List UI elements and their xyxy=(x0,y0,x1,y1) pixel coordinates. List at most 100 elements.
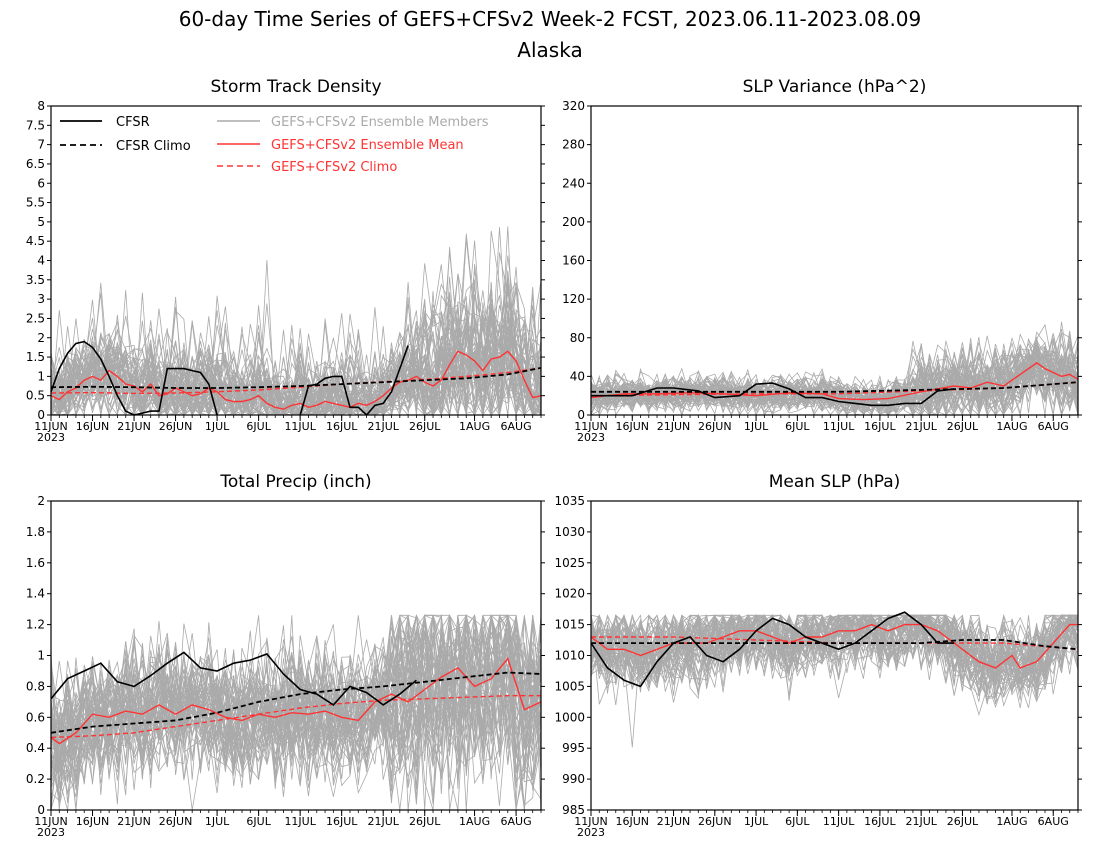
x-tick-label: 6JUL xyxy=(246,815,271,828)
x-tick-label: 21JUN xyxy=(117,815,151,828)
panel-title: Storm Track Density xyxy=(210,77,381,97)
y-tick-label: 6.5 xyxy=(26,157,45,171)
x-tick-label: 26JUL xyxy=(947,815,979,828)
y-tick-label: 0.6 xyxy=(26,710,45,724)
legend-cfsr-label: CFSR xyxy=(116,115,150,130)
x-tick-label: 26JUN xyxy=(698,420,732,433)
ensemble-member-line xyxy=(50,269,542,417)
x-tick-label: 16JUL xyxy=(864,815,896,828)
y-tick-label: 2 xyxy=(37,494,45,508)
x-tick-label: 11JUN xyxy=(574,420,608,433)
x-tick-label: 6JUL xyxy=(785,815,810,828)
ensemble-member-line xyxy=(590,613,1079,698)
y-tick-label: 160 xyxy=(562,254,585,268)
ensemble-member-line xyxy=(590,613,1079,679)
y-tick-label: 1030 xyxy=(554,525,585,539)
x-tick-label: 21JUN xyxy=(657,420,691,433)
x-tick-label: 1AUG xyxy=(459,420,490,433)
ensemble-member-line xyxy=(50,614,542,796)
ensemble-member-line xyxy=(590,613,1079,702)
y-tick-label: 0 xyxy=(37,408,45,422)
x-tick-label: 6JUL xyxy=(246,420,271,433)
ensemble-member-line xyxy=(590,613,1079,698)
y-tick-label: 0.5 xyxy=(26,389,45,403)
series-gefs-cfsv2-climo xyxy=(50,367,542,395)
y-tick-label: 320 xyxy=(562,99,585,113)
chart-panel-2: SLP Variance (hPa^2) 0 40 80 120 160 200 240 280… xyxy=(562,77,1082,444)
x-tick-label: 26JUN xyxy=(159,815,193,828)
x-tick-label: 11JUL xyxy=(284,815,316,828)
x-tick-label: 21JUL xyxy=(905,815,937,828)
x-tick-label: 6AUG xyxy=(1038,815,1069,828)
ensemble-members xyxy=(50,226,542,417)
ensemble-member-line xyxy=(50,615,542,788)
y-tick-label: 1025 xyxy=(554,556,585,570)
x-year-label: 2023 xyxy=(577,826,605,839)
legend-cfsr-climo-label: CFSR Climo xyxy=(116,139,191,154)
x-tick-label: 26JUN xyxy=(698,815,732,828)
x-tick-label: 21JUN xyxy=(117,420,151,433)
series-cfsr xyxy=(50,651,417,706)
series-cfsr-climo xyxy=(50,367,542,389)
ensemble-member-line xyxy=(50,615,542,782)
x-tick-label: 1AUG xyxy=(996,815,1027,828)
x-tick-label: 26JUL xyxy=(409,815,441,828)
ensemble-member-line xyxy=(590,613,1079,705)
ensemble-member-line xyxy=(590,614,1079,698)
chart-legend: CFSR CFSR Climo GEFS+CFSv2 Ensemble Member… xyxy=(60,115,489,175)
y-tick-label: 1.4 xyxy=(26,587,45,601)
y-tick-label: 1 xyxy=(37,369,45,383)
y-tick-label: 995 xyxy=(562,741,585,755)
x-tick-label: 6AUG xyxy=(1038,420,1069,433)
series-cfsr xyxy=(591,382,955,407)
ensemble-member-line xyxy=(590,345,1079,415)
y-tick-label: 0 xyxy=(37,803,45,817)
y-tick-label: 1 xyxy=(37,649,45,663)
chart-panel-1: Storm Track Density 0 0.5 1 1.5 2 2.5 3 3.5 4 4.5 5… xyxy=(26,77,545,444)
y-tick-label: 3.5 xyxy=(26,273,45,287)
figure-subtitle: Alaska xyxy=(517,38,582,62)
ensemble-member-line xyxy=(590,613,1079,694)
x-tick-label: 16JUN xyxy=(76,815,110,828)
ensemble-member-line xyxy=(590,614,1078,683)
y-tick-label: 985 xyxy=(562,803,585,817)
y-tick-label: 8 xyxy=(37,99,45,113)
y-tick-label: 1020 xyxy=(554,587,585,601)
series-cfsr-climo xyxy=(591,381,1079,393)
y-tick-label: 2 xyxy=(37,331,45,345)
series-gefs-cfsv2-ensemble-mean xyxy=(590,623,1078,669)
y-tick-label: 2.5 xyxy=(26,311,45,325)
ensemble-member-line xyxy=(50,614,542,779)
x-tick-label: 26JUL xyxy=(409,420,441,433)
y-tick-label: 0.2 xyxy=(26,772,45,786)
x-tick-label: 26JUL xyxy=(947,420,979,433)
ensemble-members xyxy=(590,613,1079,748)
y-tick-label: 0.8 xyxy=(26,679,45,693)
x-tick-label: 16JUN xyxy=(76,420,110,433)
series-cfsr xyxy=(590,611,955,688)
y-tick-label: 120 xyxy=(562,292,585,306)
ensemble-member-line xyxy=(590,362,1079,416)
x-tick-label: 21JUL xyxy=(905,420,937,433)
series-cfsr-climo xyxy=(50,671,542,734)
y-tick-label: 1015 xyxy=(554,618,585,632)
y-tick-label: 5.5 xyxy=(26,196,45,210)
y-tick-label: 990 xyxy=(562,772,585,786)
series-gefs-cfsv2-ensemble-mean xyxy=(50,657,542,745)
ensemble-member-line xyxy=(50,614,542,811)
x-tick-label: 11JUN xyxy=(34,420,68,433)
ensemble-member-line xyxy=(590,613,1079,692)
x-year-label: 2023 xyxy=(37,826,65,839)
ensemble-member-line xyxy=(50,260,542,416)
x-tick-label: 11JUL xyxy=(823,815,855,828)
y-tick-label: 240 xyxy=(562,176,585,190)
x-tick-label: 11JUL xyxy=(823,420,855,433)
y-tick-label: 1035 xyxy=(554,494,585,508)
x-tick-label: 1JUL xyxy=(205,420,230,433)
series-cfsr-climo xyxy=(591,639,1079,651)
y-tick-label: 1005 xyxy=(554,679,585,693)
chart-panel-4: Mean SLP (hPa) 985 990 995 1000 1005 1010 1015 1… xyxy=(554,472,1082,839)
y-tick-label: 1010 xyxy=(554,649,585,663)
chart-panel-3: Total Precip (inch) 0 0.2 0.4 0.6 0.8 1 1.2 1.4 1… xyxy=(26,472,545,839)
